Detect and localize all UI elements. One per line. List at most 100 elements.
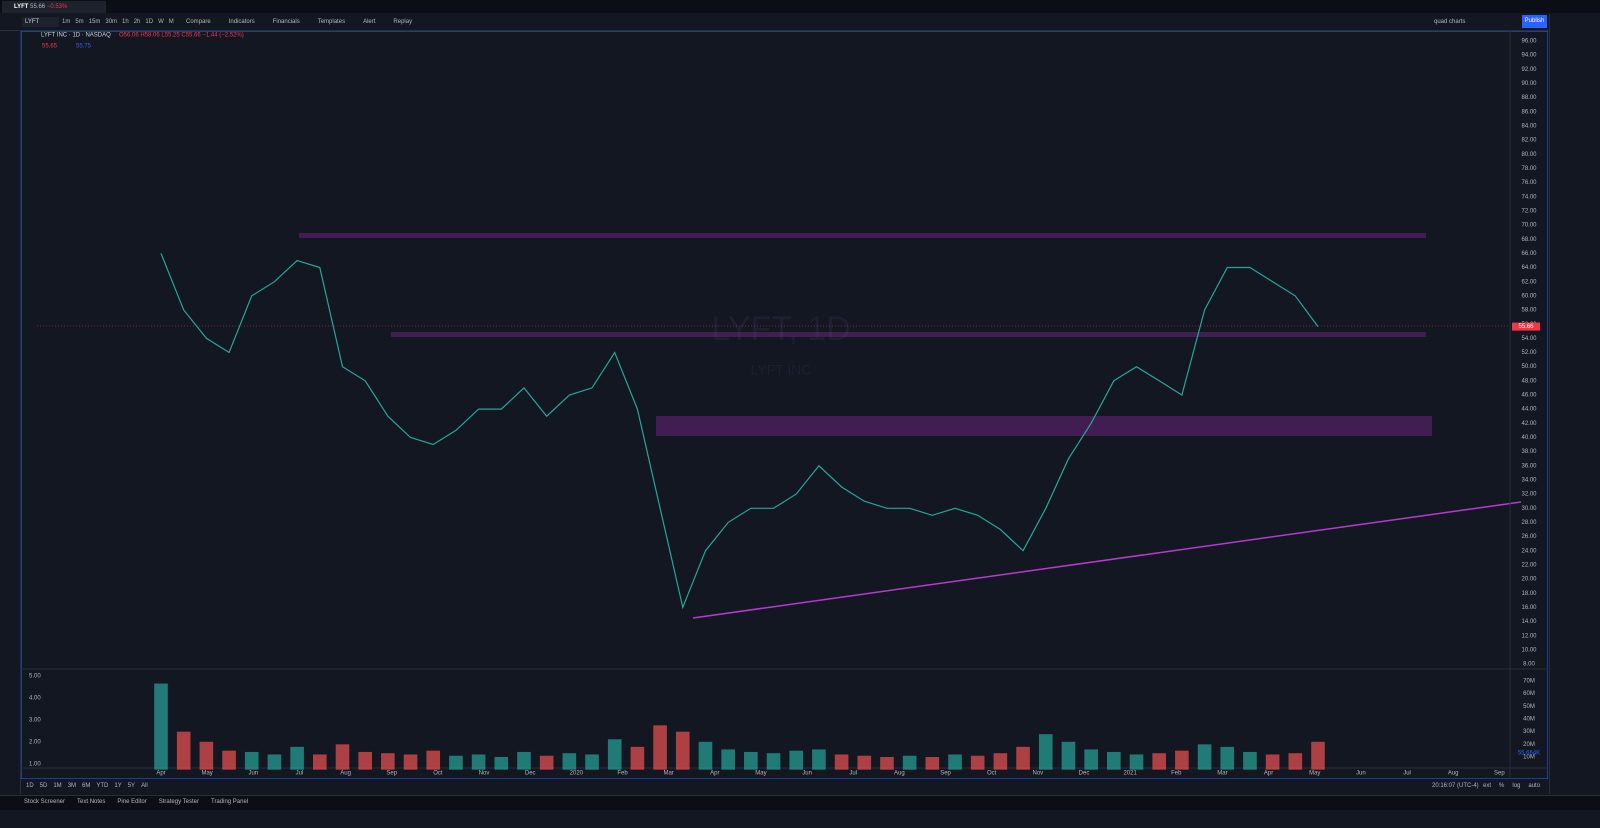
range-button[interactable]: YTD bbox=[96, 783, 109, 789]
price-tick-label: 52.00 bbox=[1521, 350, 1537, 356]
volume-bar bbox=[1061, 741, 1076, 770]
publish-button[interactable]: Publish bbox=[1522, 15, 1547, 28]
bottom-tab[interactable]: Pine Editor bbox=[117, 799, 147, 805]
range-button[interactable]: 1M bbox=[53, 783, 62, 789]
indicator-tick-label: 3.00 bbox=[29, 718, 41, 724]
price-tick-label: 96.00 bbox=[1521, 39, 1537, 45]
time-tick-label: Sep bbox=[940, 771, 951, 777]
bottom-tab[interactable]: Stock Screener bbox=[24, 799, 66, 805]
interval[interactable]: M bbox=[168, 19, 174, 25]
volume-bar bbox=[902, 755, 917, 770]
price-tick-label: 58.00 bbox=[1521, 308, 1537, 314]
volume-bar bbox=[925, 757, 940, 770]
button-group: Compare Indicators Financials Templates Aler… bbox=[186, 17, 430, 27]
scale-option[interactable]: % bbox=[1499, 783, 1505, 789]
price-tick-label: 78.00 bbox=[1521, 166, 1537, 172]
symbol-search[interactable]: LYFT bbox=[22, 17, 59, 27]
range-button[interactable]: 6M bbox=[82, 783, 91, 789]
volume-bar bbox=[1265, 754, 1280, 770]
scale-options: ext% log auto bbox=[1483, 782, 1548, 790]
interval[interactable]: 1m bbox=[62, 19, 71, 25]
tab[interactable]: LYFT 55.66 −0.53% bbox=[2, 1, 106, 13]
price-tick-label: 94.00 bbox=[1521, 53, 1537, 59]
volume-bar bbox=[970, 755, 985, 770]
volume-tick-label: 20M bbox=[1523, 742, 1535, 748]
volume-tick-label: 10M bbox=[1523, 755, 1535, 761]
ask: 55.75 bbox=[76, 44, 92, 50]
scale-option[interactable]: auto bbox=[1528, 783, 1541, 789]
time-tick-label: 2020 bbox=[570, 771, 584, 777]
range-button[interactable]: 5Y bbox=[127, 783, 136, 789]
scale-option[interactable]: log bbox=[1512, 783, 1521, 789]
time-tick-label: Apr bbox=[710, 771, 719, 777]
volume-bar bbox=[993, 753, 1008, 770]
volume-bar bbox=[199, 741, 214, 770]
range-button[interactable]: 1D bbox=[26, 783, 34, 789]
volume-bar bbox=[607, 739, 622, 770]
volume-bar bbox=[675, 731, 690, 770]
price-tick-label: 76.00 bbox=[1521, 180, 1537, 186]
volume-tick-label: 40M bbox=[1523, 717, 1535, 723]
time-tick-label: Dec bbox=[1079, 771, 1090, 777]
volume-bar bbox=[1175, 750, 1189, 770]
layout-name[interactable]: quad charts bbox=[1434, 19, 1466, 25]
time-tick-label: May bbox=[201, 771, 212, 777]
range-button[interactable]: 3M bbox=[67, 783, 77, 789]
volume-bar bbox=[653, 725, 667, 770]
toolbar-button[interactable]: Templates bbox=[317, 19, 346, 25]
toolbar-button[interactable]: Indicators bbox=[228, 19, 255, 25]
trendline bbox=[692, 501, 1522, 619]
time-tick-label: 2021 bbox=[1123, 771, 1137, 777]
price-tick-label: 70.00 bbox=[1521, 223, 1537, 229]
range-bar: 1D 5D 1M 3M 6M YTD 1Y 5Y All bbox=[26, 782, 154, 790]
volume-bar bbox=[426, 750, 441, 770]
toolbar-button[interactable]: Compare bbox=[186, 19, 211, 25]
indicator-tick-label: 1.00 bbox=[29, 762, 41, 768]
toolbar-button[interactable]: Alert bbox=[363, 19, 376, 25]
volume-bar bbox=[1016, 746, 1030, 770]
volume-bar bbox=[585, 754, 599, 770]
volume-bar bbox=[789, 750, 804, 770]
interval[interactable]: 1h bbox=[122, 19, 129, 25]
time-tick-label: Apr bbox=[1264, 771, 1273, 777]
volume-bar bbox=[1084, 749, 1098, 770]
toolbar-button[interactable]: Financials bbox=[272, 19, 300, 25]
clock: 20:16:07 (UTC-4) bbox=[1432, 783, 1479, 789]
zone bbox=[391, 332, 1426, 337]
volume-bar bbox=[1311, 741, 1325, 770]
bottom-tab[interactable]: Text Notes bbox=[77, 799, 106, 805]
interval[interactable]: 2h bbox=[133, 19, 141, 25]
interval[interactable]: W bbox=[158, 19, 164, 25]
price-tick-label: 32.00 bbox=[1521, 492, 1537, 498]
volume-bar bbox=[335, 744, 350, 770]
toolbar-button[interactable]: Replay bbox=[393, 19, 413, 25]
volume-bar bbox=[222, 750, 236, 770]
volume-bar bbox=[721, 749, 735, 770]
interval[interactable]: 30m bbox=[105, 19, 118, 25]
time-tick-label: Jun bbox=[248, 771, 258, 777]
volume-bar bbox=[1129, 754, 1144, 770]
range-button[interactable]: 5D bbox=[39, 783, 48, 789]
interval[interactable]: 1D bbox=[145, 19, 154, 25]
volume-bar bbox=[1220, 746, 1235, 770]
time-tick-label: Nov bbox=[1033, 771, 1044, 777]
interval[interactable]: 5m bbox=[75, 19, 84, 25]
price-tick-label: 22.00 bbox=[1521, 562, 1537, 568]
volume-bar bbox=[176, 731, 191, 770]
price-tick-label: 90.00 bbox=[1521, 81, 1537, 87]
volume-bar bbox=[312, 754, 327, 770]
interval[interactable]: 15m bbox=[88, 19, 101, 25]
volume-bar bbox=[948, 754, 962, 770]
bottom-tab[interactable]: Trading Panel bbox=[211, 799, 249, 805]
legend-ohlc: O56.06 H58.06 L55.25 C55.66 −1.44 (−2.52… bbox=[119, 33, 244, 39]
range-button[interactable]: All bbox=[141, 783, 148, 789]
price-tick-label: 38.00 bbox=[1521, 449, 1537, 455]
last-price-flag bbox=[1512, 322, 1540, 331]
volume-tick-label: 30M bbox=[1523, 729, 1535, 735]
watermark-subtitle: LYFT INC bbox=[751, 362, 812, 378]
range-button[interactable]: 1Y bbox=[114, 783, 122, 789]
bottom-tab[interactable]: Strategy Tester bbox=[158, 799, 199, 805]
indicator-tick-label: 5.00 bbox=[29, 674, 41, 680]
scale-option[interactable]: ext bbox=[1483, 783, 1492, 789]
